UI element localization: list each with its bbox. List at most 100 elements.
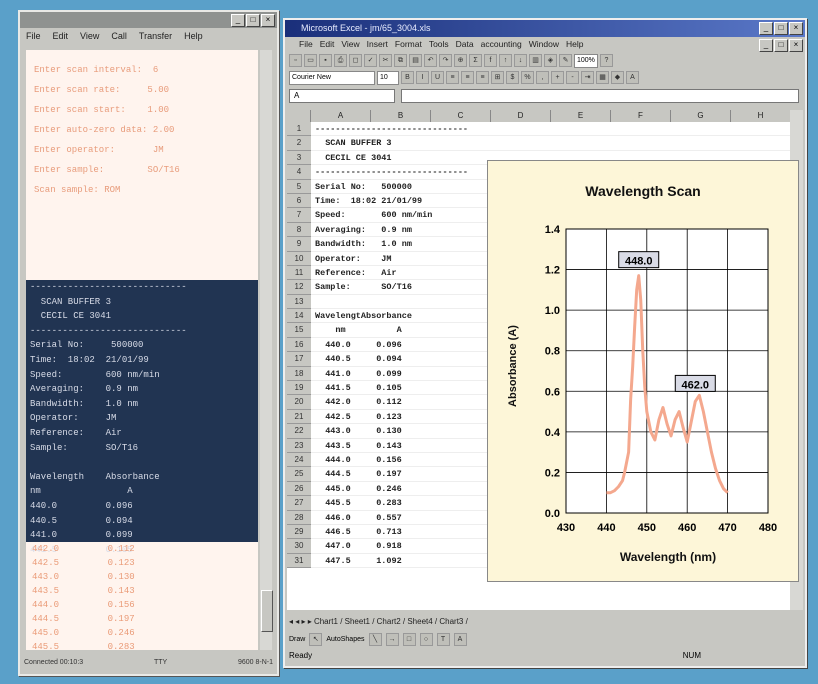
row-header[interactable]: 3	[287, 150, 311, 166]
font-name-box[interactable]: Courier New	[289, 70, 375, 85]
row-header[interactable]: 27	[287, 496, 311, 511]
decrease-decimal-icon[interactable]: -	[566, 71, 579, 84]
menu-file[interactable]: File	[26, 31, 41, 41]
column-header[interactable]: E	[551, 110, 611, 122]
column-header[interactable]: A	[311, 110, 371, 122]
row-header[interactable]: 24	[287, 452, 311, 468]
menu-edit[interactable]: Edit	[52, 31, 69, 41]
print-icon[interactable]: ⎙	[334, 54, 347, 67]
select-arrow-icon[interactable]: ↖	[309, 632, 323, 646]
row-header[interactable]: 22	[287, 424, 311, 439]
menu-edit[interactable]: Edit	[319, 39, 335, 49]
formula-input[interactable]	[401, 89, 799, 103]
terminal-screen[interactable]: Enter scan interval: 6 Enter scan rate: 5…	[26, 50, 258, 650]
table-row[interactable]: ------------------------------	[311, 122, 792, 137]
sum-icon[interactable]: Σ	[469, 54, 482, 67]
column-header[interactable]: F	[611, 110, 671, 122]
menu-call[interactable]: Call	[111, 31, 127, 41]
row-header[interactable]: 1	[287, 122, 311, 137]
row-header[interactable]: 21	[287, 409, 311, 425]
menu-format[interactable]: Format	[394, 39, 422, 49]
comma-icon[interactable]: ,	[536, 71, 549, 84]
excel-title-bar[interactable]: Microsoft Excel - jm/65_3004.xls _ □ ×	[285, 20, 805, 37]
row-header[interactable]: 10	[287, 251, 311, 266]
sheet-tabs[interactable]: ◂ ◂ ▸ ▸ Chart1 / Sheet1 / Chart2 / Sheet…	[289, 617, 468, 626]
column-header[interactable]: H	[731, 110, 791, 122]
terminal-title-bar[interactable]: _ □ ×	[20, 12, 277, 28]
scroll-thumb[interactable]	[261, 590, 273, 632]
redo-icon[interactable]: ↷	[439, 54, 452, 67]
maximize-icon[interactable]: □	[246, 14, 260, 27]
close-icon[interactable]: ×	[261, 14, 275, 27]
doc-minimize-icon[interactable]: _	[759, 39, 773, 52]
font-color-icon[interactable]: A	[626, 71, 639, 84]
terminal-selected-block[interactable]: ----------------------------- SCAN BUFFE…	[26, 280, 258, 555]
sheet-tab-list[interactable]: Chart1 / Sheet1 / Chart2 / Sheet4 / Char…	[313, 617, 468, 626]
arrow-icon[interactable]: →	[385, 632, 399, 646]
wordart-icon[interactable]: A	[453, 632, 467, 646]
menu-view[interactable]: View	[80, 31, 100, 41]
menu-tools[interactable]: Tools	[428, 39, 449, 49]
row-header[interactable]: 4	[287, 165, 311, 180]
spell-icon[interactable]: ✓	[364, 54, 377, 67]
zoom-box[interactable]: 100%	[574, 53, 598, 68]
hyperlink-icon[interactable]: ⊕	[454, 54, 467, 67]
row-header[interactable]: 5	[287, 179, 311, 194]
row-header[interactable]: 20	[287, 395, 311, 410]
row-header[interactable]: 14	[287, 309, 311, 324]
row-header[interactable]: 13	[287, 294, 311, 310]
cut-icon[interactable]: ✂	[379, 54, 392, 67]
percent-icon[interactable]: %	[521, 71, 534, 84]
align-center-icon[interactable]: ≡	[461, 71, 474, 84]
drawing-icon[interactable]: ✎	[559, 54, 572, 67]
row-header[interactable]: 18	[287, 366, 311, 382]
menu-help[interactable]: Help	[184, 31, 203, 41]
doc-restore-icon[interactable]: □	[774, 39, 788, 52]
sort-asc-icon[interactable]: ↑	[499, 54, 512, 67]
row-header[interactable]: 28	[287, 510, 311, 525]
new-icon[interactable]: ▫	[289, 54, 302, 67]
oval-icon[interactable]: ○	[419, 632, 433, 646]
row-header[interactable]: 30	[287, 539, 311, 554]
row-header[interactable]: 17	[287, 352, 311, 367]
row-header[interactable]: 8	[287, 222, 311, 238]
line-icon[interactable]: ╲	[368, 632, 382, 646]
doc-close-icon[interactable]: ×	[789, 39, 803, 52]
indent-icon[interactable]: ⇥	[581, 71, 594, 84]
row-header[interactable]: 7	[287, 208, 311, 223]
row-header[interactable]: 29	[287, 524, 311, 540]
increase-decimal-icon[interactable]: +	[551, 71, 564, 84]
function-icon[interactable]: f	[484, 54, 497, 67]
column-header[interactable]: B	[371, 110, 431, 122]
undo-icon[interactable]: ↶	[424, 54, 437, 67]
menu-window[interactable]: Window	[528, 39, 559, 49]
column-header[interactable]: G	[671, 110, 731, 122]
save-icon[interactable]: ▪	[319, 54, 332, 67]
align-left-icon[interactable]: ≡	[446, 71, 459, 84]
minimize-icon[interactable]: _	[759, 22, 773, 35]
align-right-icon[interactable]: ≡	[476, 71, 489, 84]
merge-icon[interactable]: ⊞	[491, 71, 504, 84]
row-header[interactable]: 19	[287, 381, 311, 396]
wavelength-chart[interactable]: Wavelength Scan Wavelength (nm) Absorban…	[487, 160, 799, 582]
textbox-icon[interactable]: T	[436, 632, 450, 646]
open-icon[interactable]: ▭	[304, 54, 317, 67]
chart-wizard-icon[interactable]: ▥	[529, 54, 542, 67]
menu-view[interactable]: View	[341, 39, 360, 49]
rectangle-icon[interactable]: □	[402, 632, 416, 646]
row-header[interactable]: 12	[287, 280, 311, 295]
row-header[interactable]: 16	[287, 337, 311, 353]
italic-icon[interactable]: I	[416, 71, 429, 84]
font-size-box[interactable]: 10	[377, 70, 399, 85]
underline-icon[interactable]: U	[431, 71, 444, 84]
map-icon[interactable]: ◈	[544, 54, 557, 67]
sort-desc-icon[interactable]: ↓	[514, 54, 527, 67]
row-header[interactable]: 31	[287, 553, 311, 569]
row-header[interactable]: 6	[287, 193, 311, 209]
column-header[interactable]: C	[431, 110, 491, 122]
paste-icon[interactable]: ▤	[409, 54, 422, 67]
table-row[interactable]: SCAN BUFFER 3	[311, 136, 792, 151]
maximize-icon[interactable]: □	[774, 22, 788, 35]
bold-icon[interactable]: B	[401, 71, 414, 84]
menu-accounting[interactable]: accounting	[480, 39, 522, 49]
